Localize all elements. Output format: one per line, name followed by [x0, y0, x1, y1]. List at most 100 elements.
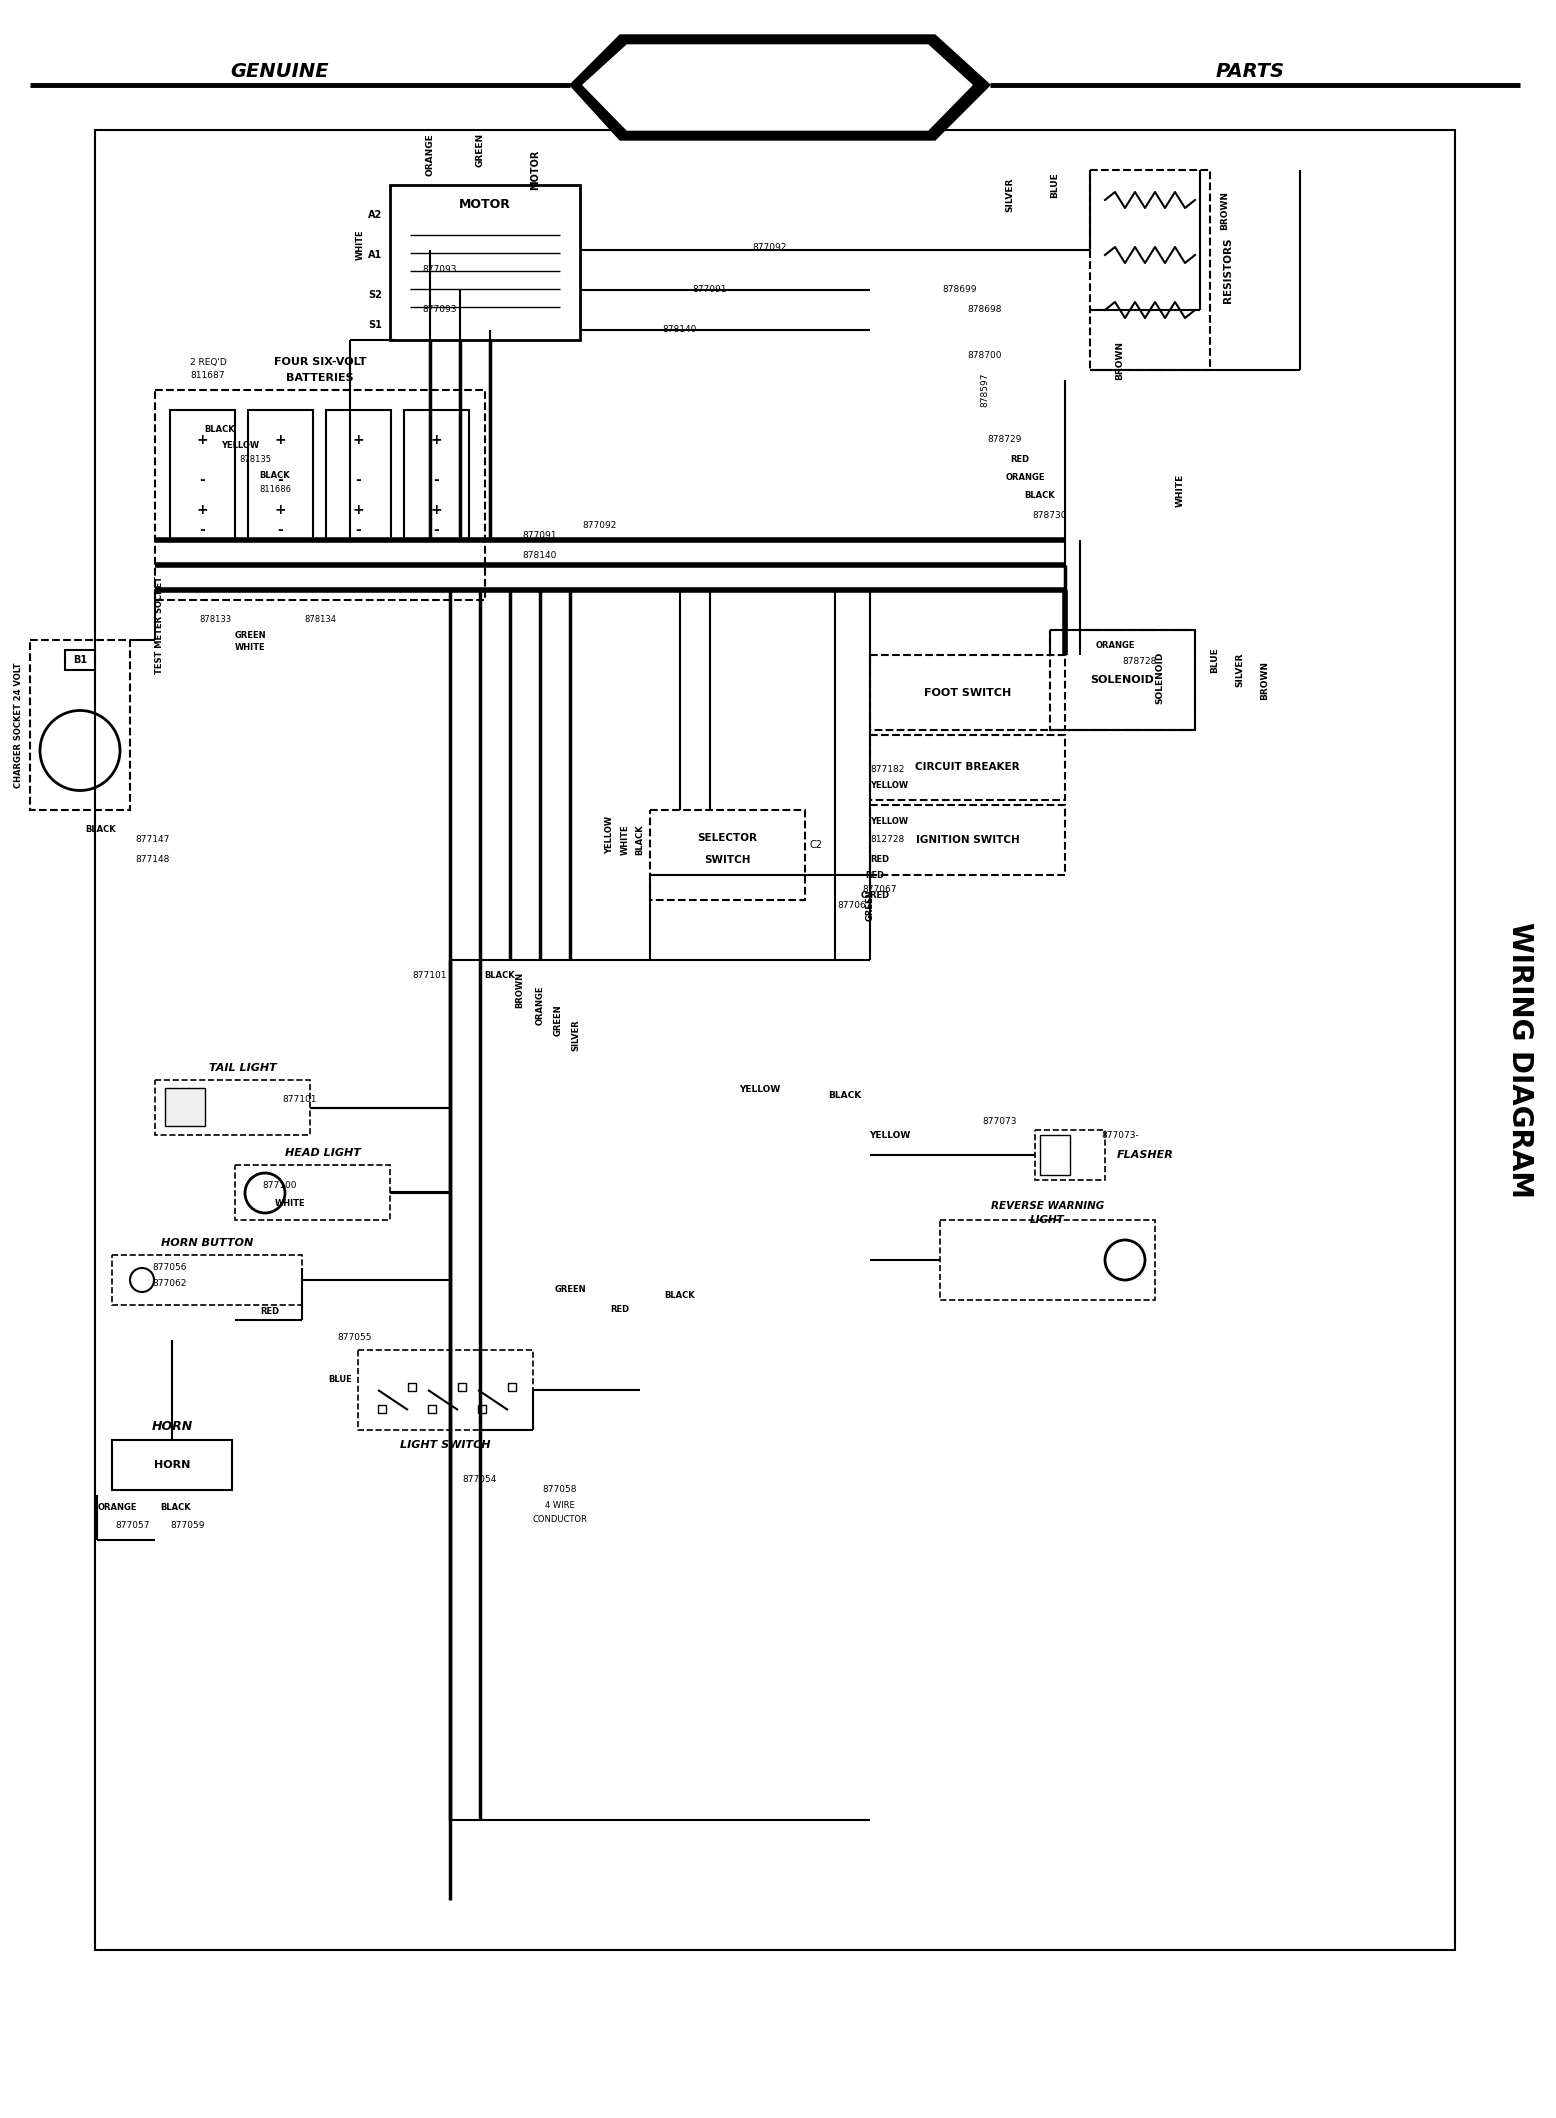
Text: WHITE: WHITE: [275, 1199, 305, 1207]
Text: 878134: 878134: [303, 616, 336, 625]
Text: 878699: 878699: [943, 286, 977, 294]
Text: TEST METER SOCKET: TEST METER SOCKET: [156, 576, 165, 674]
Text: +: +: [352, 502, 364, 517]
Bar: [327, 411, 391, 540]
Text: RESISTORS: RESISTORS: [1223, 237, 1232, 303]
Text: -: -: [199, 472, 205, 487]
Bar: [1050, 629, 1195, 731]
Text: +: +: [274, 502, 286, 517]
Text: BROWN: BROWN: [1116, 341, 1125, 379]
Text: REVERSE WARNING: REVERSE WARNING: [991, 1201, 1105, 1211]
Text: WHITE: WHITE: [1175, 474, 1184, 506]
Text: SELECTOR: SELECTOR: [697, 832, 758, 843]
Text: HORN BUTTON: HORN BUTTON: [160, 1239, 254, 1248]
Text: -: -: [433, 472, 439, 487]
Text: YELLOW: YELLOW: [870, 1131, 910, 1139]
Text: CHARGER SOCKET 24 VOLT: CHARGER SOCKET 24 VOLT: [14, 663, 22, 788]
Text: -: -: [199, 523, 205, 538]
Bar: [95, 129, 1455, 1951]
Text: GREEN: GREEN: [476, 133, 484, 167]
Text: 878730: 878730: [1033, 510, 1067, 519]
Text: GREEN: GREEN: [554, 1004, 563, 1036]
Text: -: -: [277, 472, 283, 487]
Text: 877062: 877062: [152, 1279, 187, 1288]
Bar: [30, 640, 131, 809]
Bar: [870, 735, 1064, 801]
Text: TAIL LIGHT: TAIL LIGHT: [209, 1063, 277, 1074]
Text: 812728: 812728: [870, 834, 904, 845]
Text: 877054: 877054: [462, 1476, 498, 1485]
Bar: [65, 650, 95, 669]
Text: A1: A1: [367, 250, 383, 261]
Text: C2: C2: [811, 841, 823, 849]
Text: IGNITION SWITCH: IGNITION SWITCH: [915, 834, 1019, 845]
Bar: [235, 1165, 391, 1220]
Bar: [112, 1256, 302, 1305]
Text: 877092: 877092: [753, 244, 787, 252]
Text: LIGHT: LIGHT: [1030, 1216, 1064, 1224]
Bar: [358, 1349, 534, 1430]
Bar: [165, 1089, 205, 1127]
Text: BLACK: BLACK: [205, 426, 235, 434]
Text: SWITCH: SWITCH: [705, 856, 750, 864]
Text: YELLOW: YELLOW: [739, 1087, 781, 1095]
Bar: [391, 184, 580, 341]
Bar: [156, 1080, 310, 1135]
Text: RED: RED: [610, 1305, 630, 1315]
Text: 877055: 877055: [338, 1334, 372, 1343]
Text: +: +: [196, 432, 209, 447]
Text: YELLOW: YELLOW: [605, 815, 615, 854]
Text: YELLOW: YELLOW: [870, 782, 909, 790]
Bar: [507, 1383, 517, 1392]
Text: 2 REQ'D: 2 REQ'D: [190, 358, 227, 366]
Text: 877093: 877093: [423, 265, 457, 275]
Text: GREEN: GREEN: [865, 890, 874, 921]
Bar: [650, 809, 804, 900]
Text: B1: B1: [73, 654, 87, 665]
Text: 877101: 877101: [412, 970, 447, 979]
Text: +: +: [352, 432, 364, 447]
Text: FOOT SWITCH: FOOT SWITCH: [924, 688, 1011, 697]
Bar: [1039, 1135, 1071, 1175]
Text: GENUINE: GENUINE: [230, 61, 330, 80]
Text: 878729: 878729: [988, 436, 1022, 445]
Text: BLACK: BLACK: [664, 1290, 696, 1300]
Text: +: +: [429, 432, 442, 447]
Text: 877093: 877093: [423, 305, 457, 313]
Bar: [457, 1383, 465, 1392]
Text: 877059: 877059: [170, 1521, 204, 1529]
Text: BROWN: BROWN: [1220, 191, 1229, 229]
Text: 877057: 877057: [115, 1521, 149, 1529]
Text: BLACK: BLACK: [828, 1091, 862, 1099]
Text: HORN: HORN: [151, 1419, 193, 1432]
Text: S1: S1: [369, 320, 381, 330]
Text: 878140: 878140: [523, 551, 557, 559]
Text: RED: RED: [1010, 455, 1030, 464]
Text: 877091: 877091: [523, 530, 557, 540]
Text: YELLOW: YELLOW: [221, 441, 258, 449]
Bar: [378, 1404, 386, 1413]
Text: +: +: [196, 502, 209, 517]
Text: 878698: 878698: [968, 305, 1002, 313]
Text: 877182: 877182: [870, 765, 904, 775]
Text: WHITE: WHITE: [355, 229, 364, 261]
Text: FLASHER: FLASHER: [1117, 1150, 1173, 1161]
Text: YELLOW: YELLOW: [870, 818, 909, 826]
Text: LIGHT SWITCH: LIGHT SWITCH: [400, 1440, 490, 1451]
Text: 877101: 877101: [283, 1095, 317, 1103]
Text: RED: RED: [870, 856, 888, 864]
Text: 877056: 877056: [152, 1262, 187, 1271]
Text: MOTOR: MOTOR: [459, 199, 510, 212]
Text: BLACK: BLACK: [260, 470, 291, 479]
Bar: [408, 1383, 415, 1392]
Bar: [112, 1440, 232, 1489]
Text: ORANGE: ORANGE: [1005, 474, 1044, 483]
Text: WHITE: WHITE: [235, 644, 266, 652]
Text: BLACK: BLACK: [86, 826, 115, 834]
Text: CIRCUIT BREAKER: CIRCUIT BREAKER: [915, 762, 1019, 773]
Text: PARTS: PARTS: [1215, 61, 1285, 80]
Text: GREEN: GREEN: [554, 1286, 585, 1294]
Text: RED: RED: [260, 1307, 280, 1317]
Text: +: +: [274, 432, 286, 447]
Text: 878597: 878597: [980, 373, 990, 407]
